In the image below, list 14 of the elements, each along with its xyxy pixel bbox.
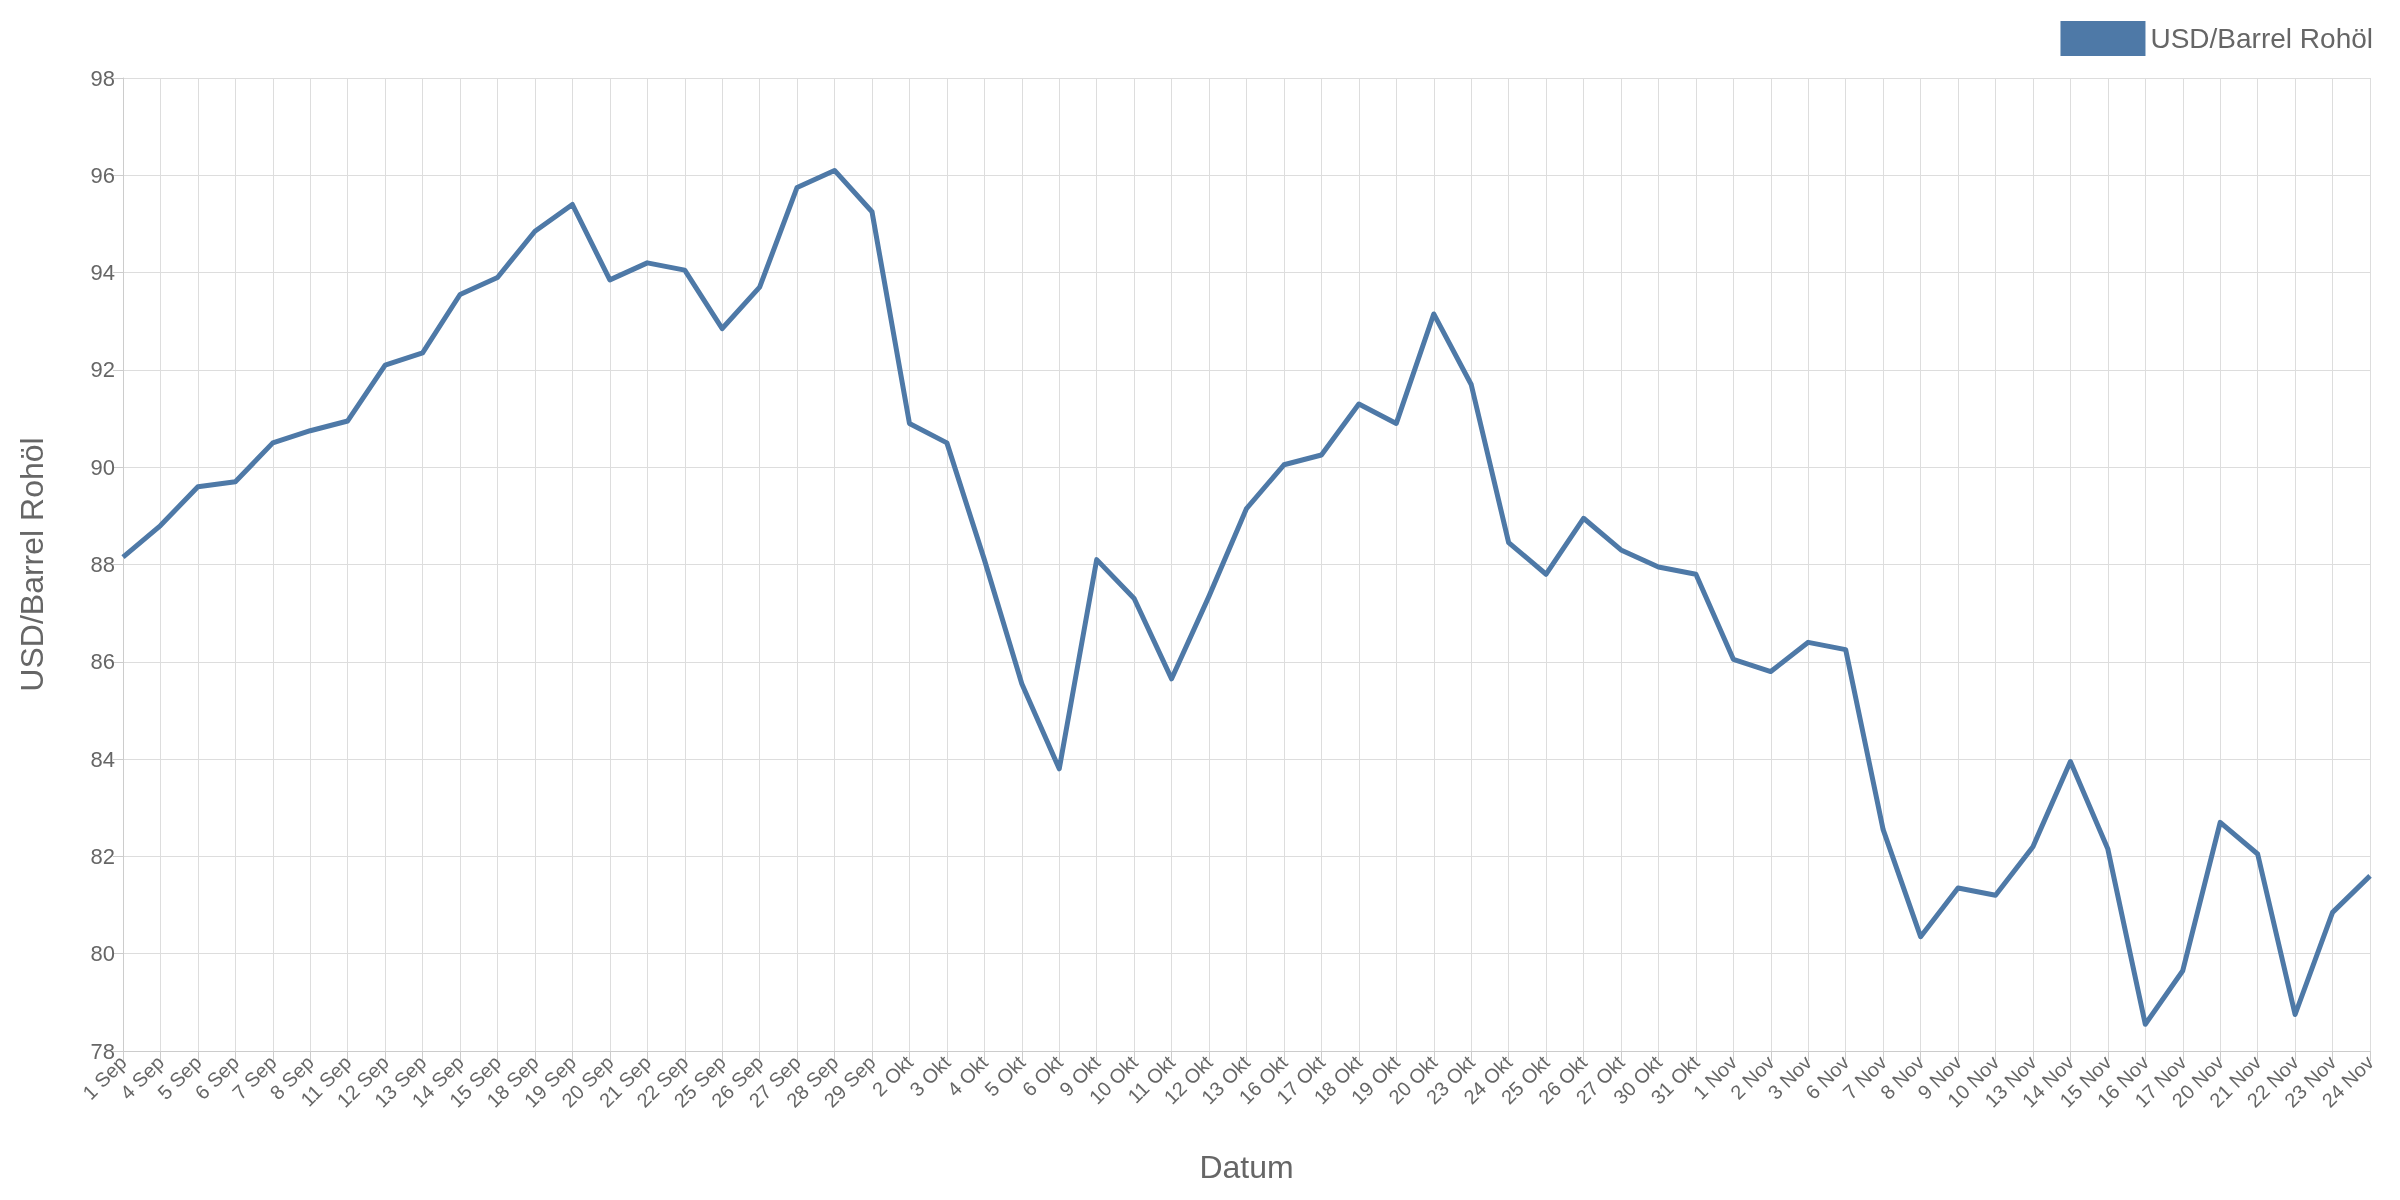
y-tick-label: 98 — [90, 65, 115, 91]
y-tick-label: 92 — [90, 357, 115, 383]
y-tick-label: 90 — [90, 454, 115, 480]
y-tick-label: 84 — [90, 746, 115, 772]
y-tick-label: 86 — [90, 649, 115, 675]
y-tick-label: 96 — [90, 162, 115, 188]
y-tick-label: 94 — [90, 260, 115, 286]
y-tick-label: 80 — [90, 941, 115, 967]
y-tick-label: 88 — [90, 552, 115, 577]
y-axis-title: USD/Barrel Rohöl — [14, 437, 50, 692]
y-tick-label: 78 — [90, 1038, 115, 1064]
y-tick-label: 82 — [90, 843, 115, 869]
legend-label: USD/Barrel Rohöl — [2150, 23, 2374, 54]
x-axis-title: Datum — [1199, 1149, 1294, 1185]
